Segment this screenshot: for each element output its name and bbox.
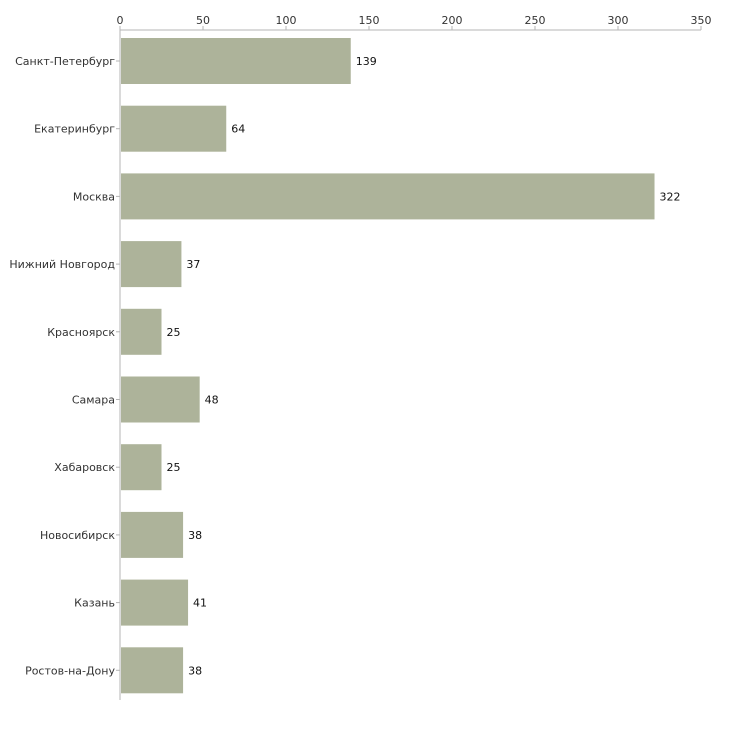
value-label: 41 xyxy=(193,597,207,610)
bar xyxy=(121,241,182,288)
bar xyxy=(121,105,227,152)
category-label: Екатеринбург xyxy=(34,123,115,136)
category-label: Самара xyxy=(72,394,115,407)
bar xyxy=(121,647,184,694)
value-label: 139 xyxy=(356,55,377,68)
x-tick-label: 0 xyxy=(117,14,124,27)
value-label: 322 xyxy=(660,190,681,203)
bar xyxy=(121,579,189,626)
category-label: Санкт-Петербург xyxy=(15,55,115,68)
x-tick-label: 350 xyxy=(691,14,712,27)
value-label: 25 xyxy=(167,326,181,339)
axes xyxy=(116,26,702,700)
value-label: 38 xyxy=(188,529,202,542)
bar xyxy=(121,511,184,558)
bars xyxy=(121,38,655,694)
x-tick-label: 150 xyxy=(359,14,380,27)
bar xyxy=(121,38,351,84)
x-tick-label: 50 xyxy=(196,14,210,27)
category-label: Москва xyxy=(73,190,115,203)
value-label: 38 xyxy=(188,664,202,677)
category-label: Хабаровск xyxy=(54,461,115,474)
bar xyxy=(121,308,162,355)
value-label: 37 xyxy=(186,258,200,271)
category-label: Новосибирск xyxy=(40,529,115,542)
x-tick-label: 250 xyxy=(525,14,546,27)
value-label: 64 xyxy=(231,123,245,136)
value-label: 48 xyxy=(205,394,219,407)
x-tick-label: 100 xyxy=(276,14,297,27)
category-label: Ростов-на-Дону xyxy=(25,664,115,677)
x-tick-label: 200 xyxy=(442,14,463,27)
bar xyxy=(121,444,162,491)
x-tick-label: 300 xyxy=(608,14,629,27)
labels: 0 50 100 150 200 250 300 350 Санкт-Петербург 139 Е… xyxy=(9,14,711,677)
category-label: Казань xyxy=(74,597,115,610)
value-label: 25 xyxy=(167,461,181,474)
category-label: Нижний Новгород xyxy=(9,258,115,271)
category-label: Красноярск xyxy=(47,326,115,339)
bar xyxy=(121,376,200,423)
bar xyxy=(121,173,655,220)
